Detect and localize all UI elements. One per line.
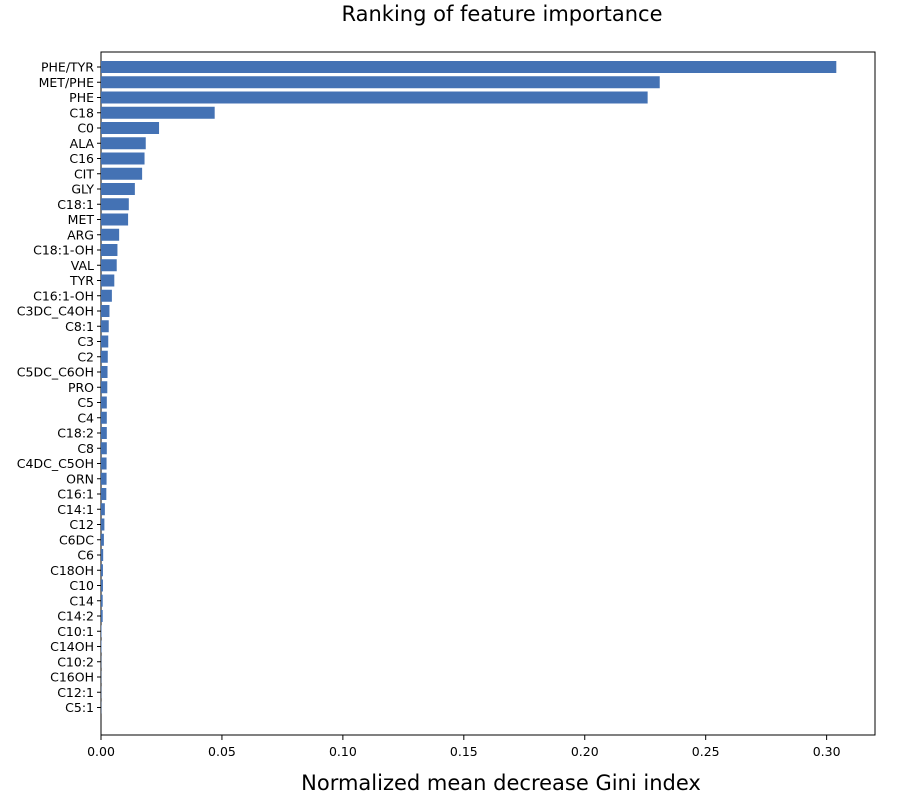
- y-tick-label: C8: [77, 441, 94, 456]
- bar-met: [101, 213, 129, 226]
- bar-arg: [101, 228, 120, 241]
- y-tick-label: C6: [77, 548, 94, 563]
- y-tick-label: C8:1: [65, 319, 94, 334]
- bar-c18-2: [101, 427, 107, 439]
- bar-c14-1: [101, 503, 105, 516]
- bar-val: [101, 259, 117, 272]
- bar-c5: [101, 396, 107, 409]
- y-tick-label: C12:1: [57, 685, 94, 700]
- y-tick-label: VAL: [71, 258, 94, 273]
- y-tick-label: C14:1: [57, 502, 94, 517]
- bar-c16-1-oh: [101, 289, 112, 302]
- y-tick-label: C18:2: [57, 426, 94, 441]
- y-tick-label: PHE/TYR: [41, 60, 94, 75]
- plot-area-frame: [100, 51, 876, 736]
- bar-c8: [101, 442, 107, 455]
- y-tick-label: C2: [77, 349, 94, 364]
- x-tick-label: 0.20: [571, 744, 599, 759]
- y-tick-label: ORN: [66, 471, 94, 486]
- bar-c18oh: [101, 564, 103, 577]
- y-tick-label: CIT: [74, 166, 94, 181]
- bar-c12: [101, 518, 105, 531]
- bar-c16-1: [101, 488, 107, 500]
- y-tick-label: C6DC: [59, 532, 94, 547]
- bar-c3dc-c4oh: [101, 305, 110, 317]
- bar-c18: [101, 106, 215, 119]
- y-tick-label: ALA: [70, 136, 95, 151]
- y-tick-label: C12: [69, 517, 94, 532]
- bar-c14-2: [101, 610, 103, 622]
- y-tick-label: PHE: [69, 90, 94, 105]
- y-tick-label: C0: [77, 121, 94, 136]
- y-tick-label: MET/PHE: [39, 75, 94, 90]
- bars-group: [101, 61, 837, 714]
- bar-c10: [101, 579, 103, 592]
- bar-c4dc-c5oh: [101, 457, 107, 470]
- y-tick-label: GLY: [71, 182, 94, 197]
- chart-title: Ranking of feature importance: [341, 2, 662, 26]
- y-tick-label: C5:1: [65, 700, 94, 715]
- bar-c18-1-oh: [101, 244, 118, 256]
- y-tick-label: C18OH: [50, 563, 94, 578]
- y-tick-label: C14OH: [50, 639, 94, 654]
- bar-c18-1: [101, 198, 129, 211]
- bar-tyr: [101, 274, 115, 287]
- bar-orn: [101, 472, 107, 485]
- y-tick-label: C18:1-OH: [33, 243, 94, 258]
- y-tick-label: ARG: [67, 227, 94, 242]
- y-tick-label: PRO: [68, 380, 94, 395]
- y-tick-label: C14:2: [57, 609, 94, 624]
- y-tick-label: C10:1: [57, 624, 94, 639]
- bar-cit: [101, 167, 143, 180]
- bar-ala: [101, 137, 146, 150]
- y-tick-labels: PHE/TYRMET/PHEPHEC18C0ALAC16CITGLYC18:1M…: [17, 60, 101, 715]
- y-tick-label: C5DC_C6OH: [17, 365, 94, 380]
- bar-c6dc: [101, 533, 104, 546]
- bar-gly: [101, 183, 135, 195]
- bar-c0: [101, 122, 160, 134]
- x-tick-label: 0.10: [329, 744, 357, 759]
- y-tick-label: C4: [77, 410, 94, 425]
- x-tick-label: 0.00: [87, 744, 115, 759]
- x-tick-label: 0.05: [208, 744, 236, 759]
- x-tick-label: 0.15: [450, 744, 478, 759]
- y-tick-label: C16:1-OH: [33, 288, 94, 303]
- x-axis-label: Normalized mean decrease Gini index: [301, 771, 701, 795]
- x-ticks: 0.00 0.05 0.10 0.15 0.20 0.25 0.30: [87, 735, 841, 759]
- y-tick-label: C3DC_C4OH: [17, 304, 94, 319]
- y-tick-label: C18:1: [57, 197, 94, 212]
- y-tick-label: C16OH: [50, 670, 94, 685]
- bar-c8-1: [101, 320, 109, 333]
- bar-c5dc-c6oh: [101, 366, 108, 378]
- bar-c14: [101, 594, 103, 607]
- bar-phe-tyr: [101, 61, 837, 73]
- y-tick-label: C10:2: [57, 654, 94, 669]
- bar-c2: [101, 350, 108, 363]
- y-tick-label: C16:1: [57, 487, 94, 502]
- x-tick-label: 0.25: [692, 744, 720, 759]
- y-tick-label: C10: [69, 578, 94, 593]
- y-tick-label: C18: [69, 105, 94, 120]
- bar-pro: [101, 381, 108, 394]
- bar-met-phe: [101, 76, 660, 89]
- y-tick-label: MET: [68, 212, 95, 227]
- y-tick-label: C3: [77, 334, 94, 349]
- y-tick-label: C4DC_C5OH: [17, 456, 94, 471]
- bar-phe: [101, 91, 648, 104]
- x-tick-label: 0.30: [813, 744, 841, 759]
- bar-c4: [101, 411, 107, 424]
- y-tick-label: C14: [69, 593, 94, 608]
- y-tick-label: C16: [69, 151, 94, 166]
- y-tick-label: C5: [77, 395, 94, 410]
- bar-c6: [101, 549, 104, 561]
- bar-c16: [101, 152, 145, 165]
- y-tick-label: TYR: [69, 273, 94, 288]
- bar-c3: [101, 335, 109, 348]
